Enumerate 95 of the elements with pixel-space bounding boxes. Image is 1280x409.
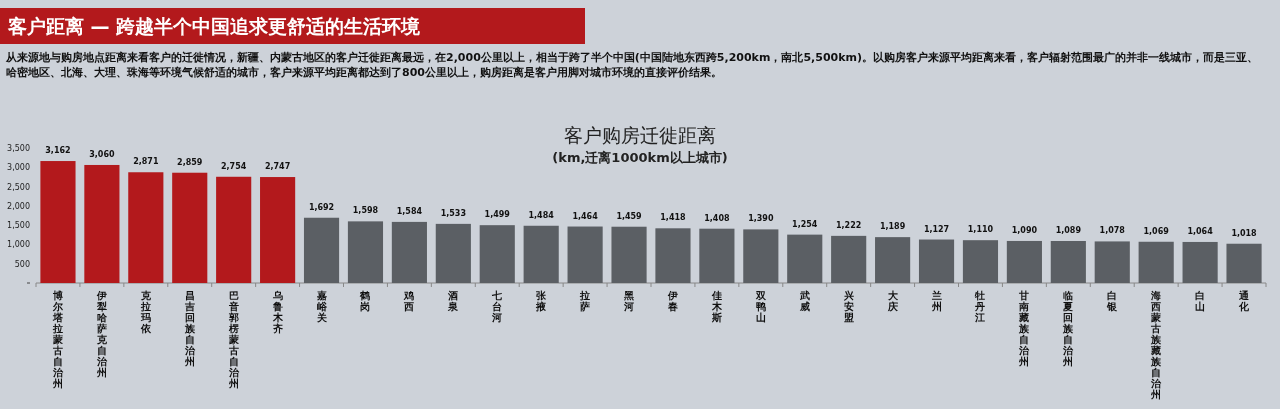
data-label: 3,060 — [89, 149, 115, 159]
bar — [611, 226, 647, 283]
bar — [1138, 241, 1174, 283]
bar — [567, 226, 603, 283]
data-label: 1,189 — [879, 222, 906, 232]
bar — [1182, 241, 1218, 283]
data-label: 2,747 — [264, 162, 291, 172]
bar — [743, 229, 779, 283]
bar — [40, 161, 76, 283]
data-label: 1,418 — [660, 213, 687, 223]
data-label: 1,692 — [308, 202, 335, 212]
x-tick-label: 临夏回族自治州 — [1062, 290, 1075, 367]
x-tick-label: 伊春 — [666, 290, 678, 312]
data-label: 1,584 — [396, 206, 423, 216]
bar — [787, 234, 823, 283]
data-label: 2,754 — [221, 161, 247, 171]
data-label: 1,064 — [1187, 226, 1214, 236]
data-label: 3,162 — [45, 146, 71, 156]
bar — [128, 172, 164, 283]
data-label: 1,018 — [1231, 228, 1258, 238]
category-label: 海西蒙古族藏族自治州 — [1151, 290, 1162, 400]
x-tick-label: 牡丹江 — [974, 290, 986, 323]
y-tick-label: 3,000 — [7, 163, 30, 173]
data-label: 1,078 — [1099, 226, 1126, 236]
bar — [918, 239, 955, 283]
bar — [962, 240, 999, 283]
data-label: 1,090 — [1011, 225, 1038, 235]
bar — [1226, 243, 1262, 283]
x-tick-label: 嘉峪关 — [315, 290, 328, 323]
bar — [172, 172, 208, 283]
x-tick-label: 双鸭山 — [754, 290, 767, 323]
bar — [435, 223, 471, 283]
x-tick-label: 鹤岗 — [359, 290, 371, 312]
x-tick-label: 酒泉 — [447, 290, 460, 312]
data-label: 2,871 — [133, 157, 159, 167]
x-tick-label: 兰州 — [930, 290, 942, 312]
category-label: 巴音郭楞蒙古自治州 — [228, 290, 239, 389]
bar — [699, 228, 735, 283]
x-tick-label: 兴安盟 — [842, 290, 854, 323]
bar — [831, 235, 867, 283]
x-tick-label: 乌鲁木齐 — [271, 290, 284, 334]
bar — [655, 228, 691, 283]
data-label: 1,408 — [704, 213, 730, 223]
x-tick-label: 伊犁哈萨克自治州 — [95, 290, 108, 378]
y-tick-label: 1,000 — [7, 240, 30, 250]
chart-subtitle: (km,迁离1000km以上城市) — [552, 150, 728, 165]
data-label: 1,254 — [792, 219, 818, 229]
data-label: 1,089 — [1055, 226, 1082, 235]
bar — [523, 225, 559, 283]
y-tick-label: 3,500 — [7, 144, 30, 153]
bar — [84, 164, 120, 283]
data-label: 1,390 — [748, 214, 774, 224]
data-label: 1,464 — [572, 211, 599, 221]
bar — [875, 237, 911, 283]
data-label: 1,598 — [352, 206, 379, 216]
x-tick-label: 通化 — [1238, 290, 1251, 312]
bar — [347, 221, 384, 283]
x-tick-label: 黑河 — [623, 290, 635, 312]
bar — [479, 225, 515, 283]
data-label: 1,499 — [484, 210, 511, 220]
data-label: 1,110 — [967, 225, 994, 235]
data-label: 1,533 — [440, 208, 466, 218]
y-tick-label: 2,500 — [7, 182, 30, 192]
bar — [1094, 241, 1130, 283]
y-tick-label: 2,000 — [7, 201, 30, 211]
data-label: 1,459 — [616, 211, 643, 221]
text: 客户距离 — 跨越半个中国追求更舒适的生活环境 — [0, 8, 585, 44]
y-tick-label: 500 — [14, 259, 30, 269]
x-tick-label: 鸡西 — [403, 290, 415, 312]
bar — [260, 177, 296, 283]
x-tick-label: 昌吉回族自治州 — [183, 290, 196, 367]
y-tick-label: 1,500 — [7, 221, 30, 231]
x-tick-label: 甘南藏族自治州 — [1018, 290, 1031, 367]
bar — [303, 217, 340, 283]
data-label: 1,069 — [1143, 226, 1170, 236]
bar — [1050, 241, 1086, 283]
category-label: 博尔塔拉蒙古自治州 — [52, 290, 63, 389]
text: 从来源地与购房地点距离来看客户的迁徙情况，新疆、内蒙古地区的客户迁徙距离最远，在2,000公里以上，相当于跨了半个中国(中国陆地东西跨5,200km，南北5,500km)。以购房客户来源平均距离来看，客户辐射范围最广的并非一线城市，而是三亚、哈密地区、北海、大理、珠海等环境气候舒适的城市，客户来源平均距离都达到了800公里以上，购房距离是客户用脚对城市环境的直接评价结果。 — [6, 50, 1259, 80]
x-tick-label: 白山 — [1195, 290, 1206, 312]
bar — [391, 221, 427, 283]
x-tick-label: 白银 — [1106, 290, 1119, 312]
x-tick-label: 克拉玛依 — [139, 290, 152, 334]
chart-title: 客户购房迁徙距离 — [564, 124, 716, 146]
x-tick-label: 大庆 — [886, 290, 899, 312]
data-label: 2,859 — [177, 157, 203, 167]
x-tick-label: 张掖 — [535, 290, 548, 312]
bar — [216, 176, 252, 283]
bar — [1006, 240, 1042, 283]
data-label: 1,222 — [836, 220, 862, 230]
data-label: 1,127 — [923, 224, 950, 234]
x-tick-label: 拉萨 — [579, 290, 591, 312]
x-tick-label: 七台河 — [491, 290, 503, 323]
x-tick-label: 佳木斯 — [710, 290, 723, 323]
data-label: 1,484 — [528, 210, 555, 220]
x-tick-label: 武威 — [798, 290, 810, 312]
